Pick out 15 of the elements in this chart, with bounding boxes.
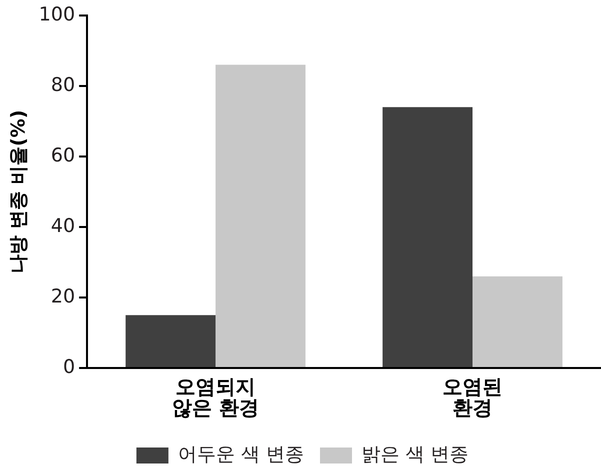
y-tick-label: 20	[50, 285, 76, 308]
x-tick-label: 오염된 환경	[442, 374, 503, 420]
bar	[382, 107, 473, 367]
y-tick-label: 100	[38, 3, 76, 26]
legend-label: 어두운 색 변종	[178, 443, 304, 466]
y-axis-title: 나방 변종 비율(%)	[7, 110, 30, 274]
bar	[472, 276, 562, 367]
x-tick-label: 오염되지 않은 환경	[172, 374, 260, 420]
y-tick-label: 60	[50, 144, 76, 166]
bar	[216, 64, 306, 367]
legend-label: 밝은 색 변종	[362, 443, 469, 466]
y-tick-label: 0	[62, 356, 76, 378]
y-tick-label: 80	[50, 74, 76, 96]
y-tick-label: 40	[50, 214, 76, 237]
bar	[126, 315, 216, 367]
